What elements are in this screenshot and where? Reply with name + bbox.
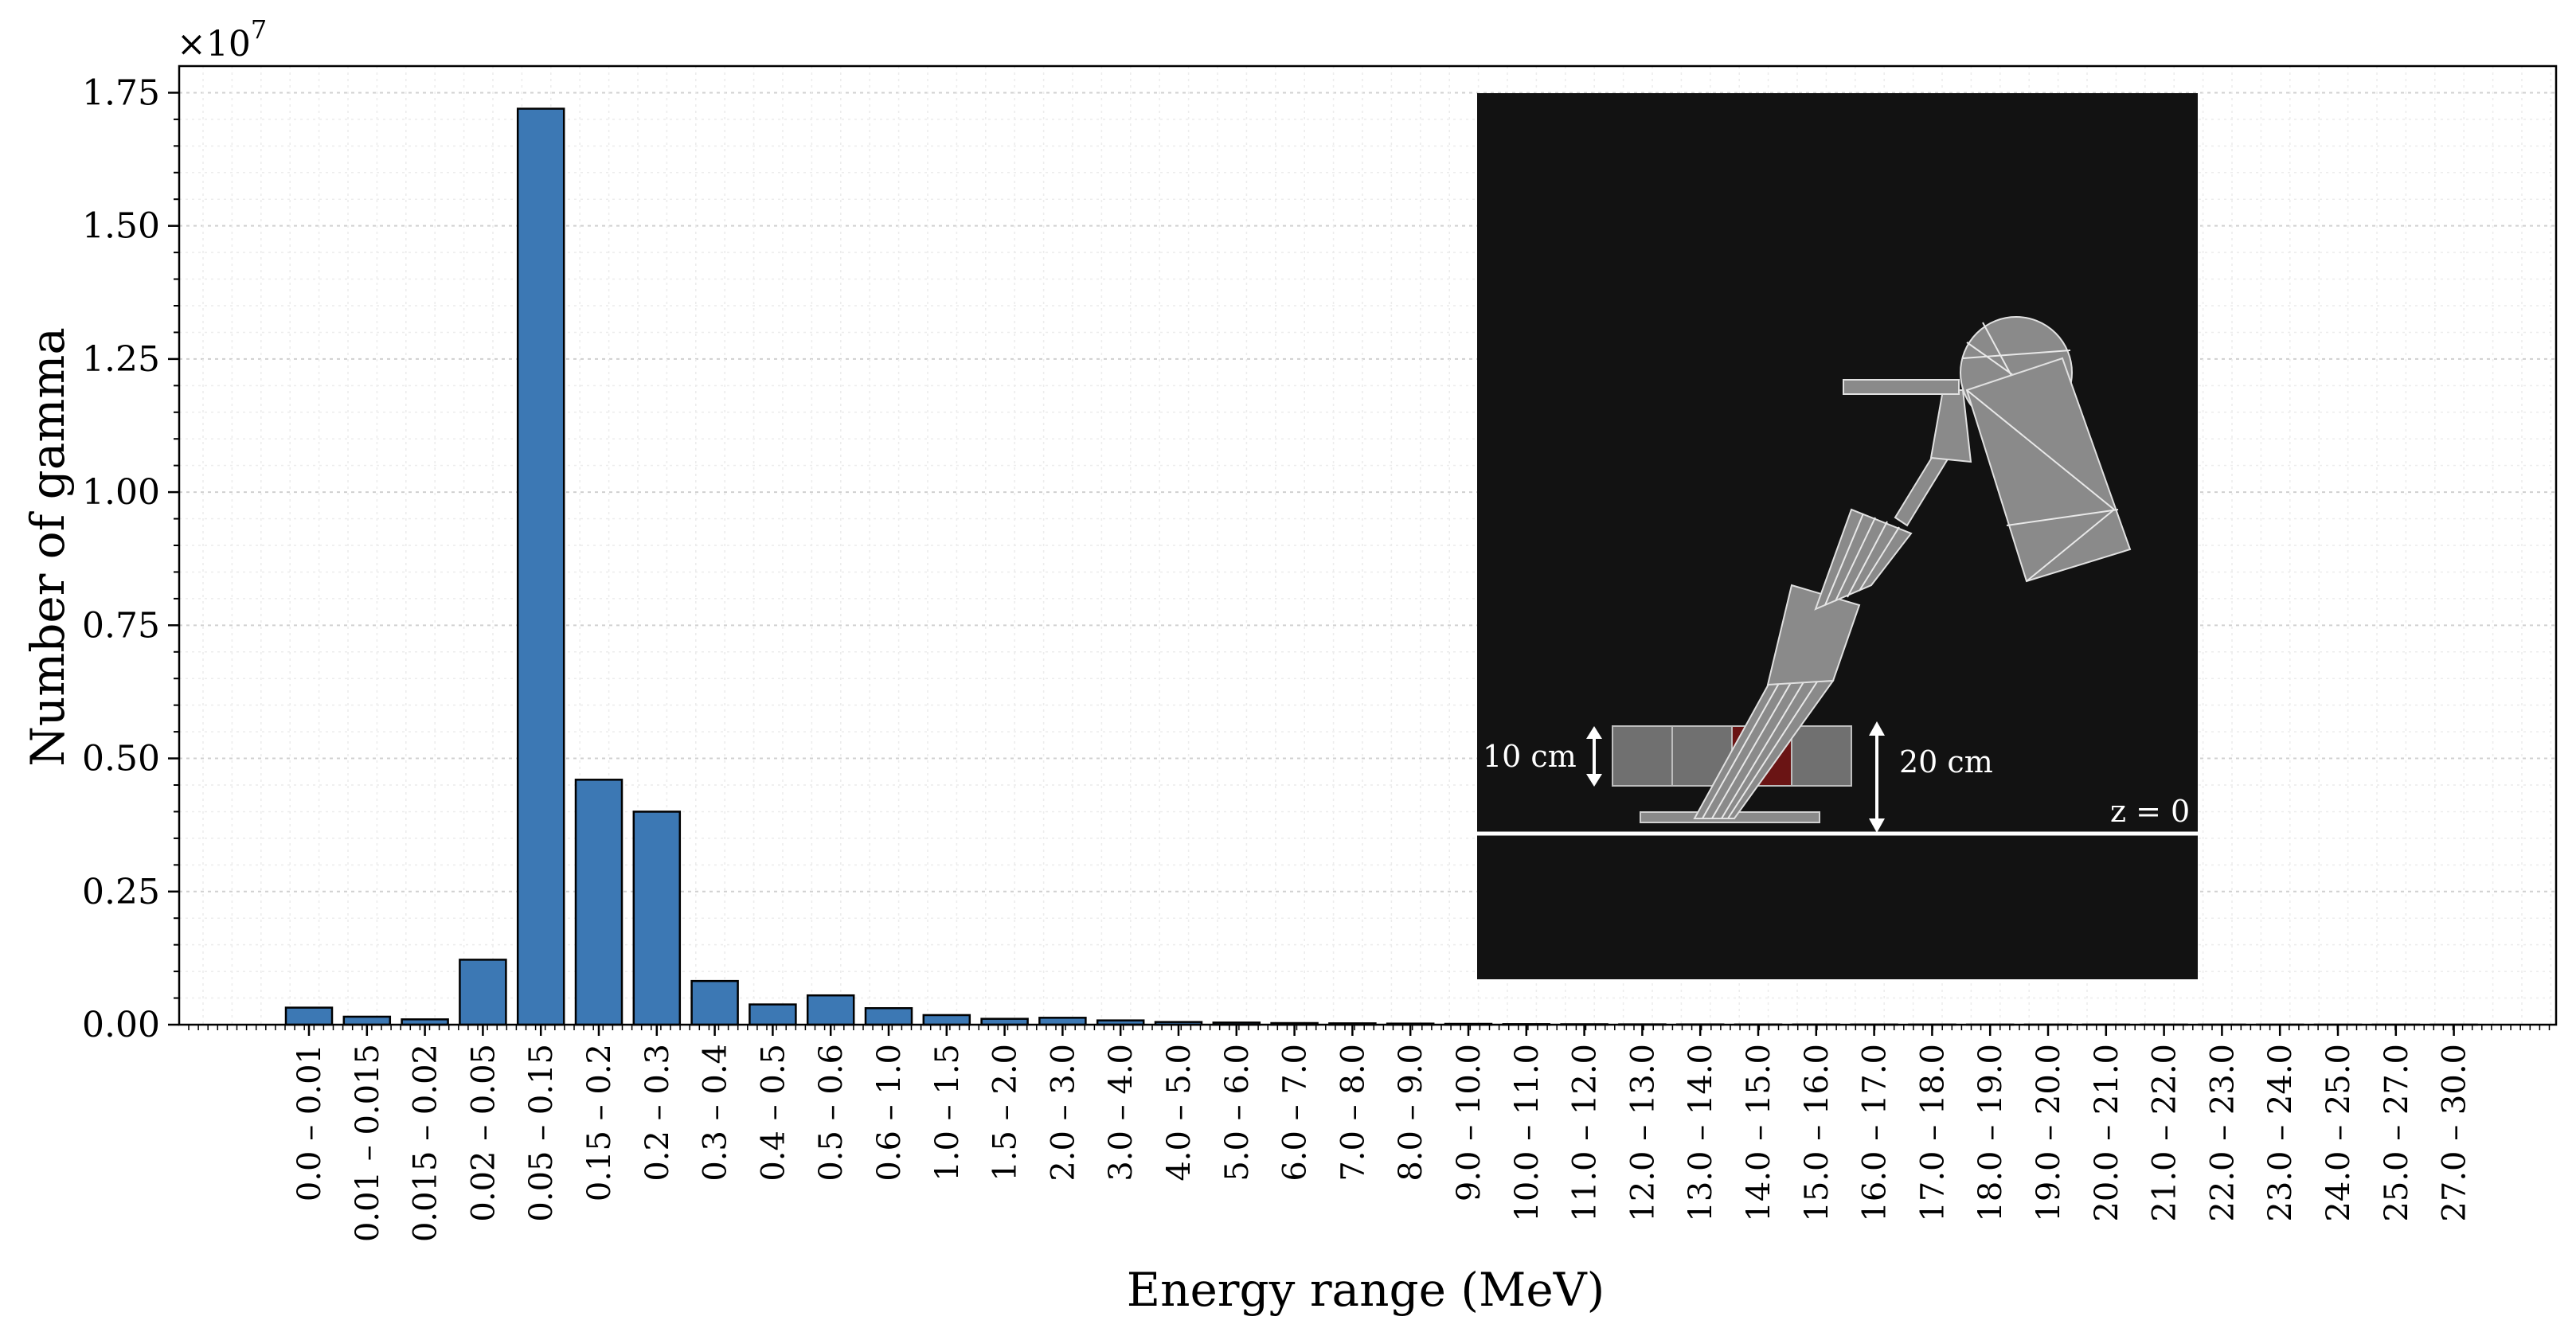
- y-tick-label: 1.00: [82, 472, 160, 513]
- x-tick-label: 0.6 – 1.0: [871, 1044, 908, 1182]
- slab-block-4: [1792, 726, 1851, 786]
- x-tick-label: 0.3 – 0.4: [698, 1044, 734, 1182]
- x-tick-label: 16.0 – 17.0: [1857, 1044, 1894, 1222]
- x-tick-label: 19.0 – 20.0: [2031, 1044, 2067, 1222]
- y-multiplier-base: ×10: [177, 24, 251, 64]
- x-tick-label: 0.15 – 0.2: [581, 1044, 618, 1201]
- x-tick-label: 24.0 – 25.0: [2320, 1044, 2357, 1222]
- x-tick-label: 21.0 – 22.0: [2147, 1044, 2183, 1222]
- x-tick-label: 8.0 – 9.0: [1393, 1044, 1429, 1182]
- slab-block-1: [1612, 726, 1672, 786]
- x-tick-label: 0.05 – 0.15: [523, 1044, 560, 1222]
- bar: [344, 1017, 390, 1025]
- x-tick-label: 22.0 – 23.0: [2204, 1044, 2241, 1222]
- bar: [1039, 1018, 1085, 1025]
- y-tick-label: 0.25: [82, 872, 160, 912]
- bar: [286, 1008, 332, 1025]
- y-tick-label: 1.25: [82, 339, 160, 380]
- label-20cm: 20 cm: [1899, 744, 1993, 779]
- x-tick-label: 15.0 – 16.0: [1799, 1044, 1835, 1222]
- x-tick-label: 1.5 – 2.0: [987, 1044, 1024, 1182]
- x-tick-label: 6.0 – 7.0: [1277, 1044, 1314, 1182]
- x-tick-label: 0.02 – 0.05: [465, 1044, 502, 1222]
- x-tick-label: 0.0 – 0.01: [291, 1044, 328, 1201]
- x-axis-title: Energy range (MeV): [1127, 1263, 1605, 1317]
- x-tick-label: 0.2 – 0.3: [639, 1044, 676, 1182]
- x-tick-label: 17.0 – 18.0: [1914, 1044, 1951, 1222]
- bar: [576, 779, 622, 1025]
- label-z0: z = 0: [2110, 794, 2190, 829]
- x-tick-label: 1.0 – 1.5: [929, 1044, 966, 1182]
- inset-image: 10 cm 20 cm z = 0: [1477, 93, 2198, 979]
- x-tick-label: 10.0 – 11.0: [1509, 1044, 1546, 1222]
- bar: [924, 1015, 970, 1025]
- bar: [634, 811, 680, 1025]
- x-tick-label: 5.0 – 6.0: [1219, 1044, 1256, 1182]
- x-tick-label: 2.0 – 3.0: [1045, 1044, 1081, 1182]
- x-tick-label: 0.015 – 0.02: [408, 1044, 444, 1242]
- y-tick-label: 0.00: [82, 1005, 160, 1045]
- label-10cm: 10 cm: [1483, 739, 1577, 774]
- bar: [866, 1008, 912, 1025]
- bar: [692, 981, 738, 1025]
- x-tick-label: 0.5 – 0.6: [813, 1044, 850, 1182]
- bar: [518, 109, 564, 1025]
- x-tick-label: 18.0 – 19.0: [1972, 1044, 2009, 1222]
- x-tick-label: 9.0 – 10.0: [1451, 1044, 1487, 1201]
- y-tick-label: 1.50: [82, 206, 160, 247]
- x-tick-label: 11.0 – 12.0: [1567, 1044, 1604, 1222]
- x-tick-label: 0.01 – 0.015: [350, 1044, 386, 1242]
- x-tick-label: 0.4 – 0.5: [755, 1044, 792, 1182]
- y-tick-label: 0.75: [82, 605, 160, 646]
- x-tick-label: 25.0 – 27.0: [2379, 1044, 2415, 1222]
- bar: [807, 995, 854, 1025]
- x-tick-label: 4.0 – 5.0: [1161, 1044, 1198, 1182]
- y-multiplier-exponent: 7: [251, 14, 267, 45]
- x-tick-label: 20.0 – 21.0: [2089, 1044, 2125, 1222]
- x-tick-label: 3.0 – 4.0: [1103, 1044, 1139, 1182]
- x-tick-label: 14.0 – 15.0: [1741, 1044, 1777, 1222]
- y-axis-title: Number of gamma: [21, 327, 75, 767]
- phantom-arm: [1843, 380, 1959, 394]
- bar: [459, 959, 506, 1025]
- x-tick-label: 27.0 – 30.0: [2437, 1044, 2473, 1222]
- x-tick-label: 7.0 – 8.0: [1335, 1044, 1371, 1182]
- y-tick-label: 0.50: [82, 739, 160, 779]
- x-tick-label: 12.0 – 13.0: [1624, 1044, 1661, 1222]
- bar: [749, 1005, 795, 1025]
- x-tick-label: 13.0 – 14.0: [1683, 1044, 1719, 1222]
- x-tick-label: 23.0 – 24.0: [2262, 1044, 2299, 1222]
- y-tick-label: 1.75: [82, 72, 160, 113]
